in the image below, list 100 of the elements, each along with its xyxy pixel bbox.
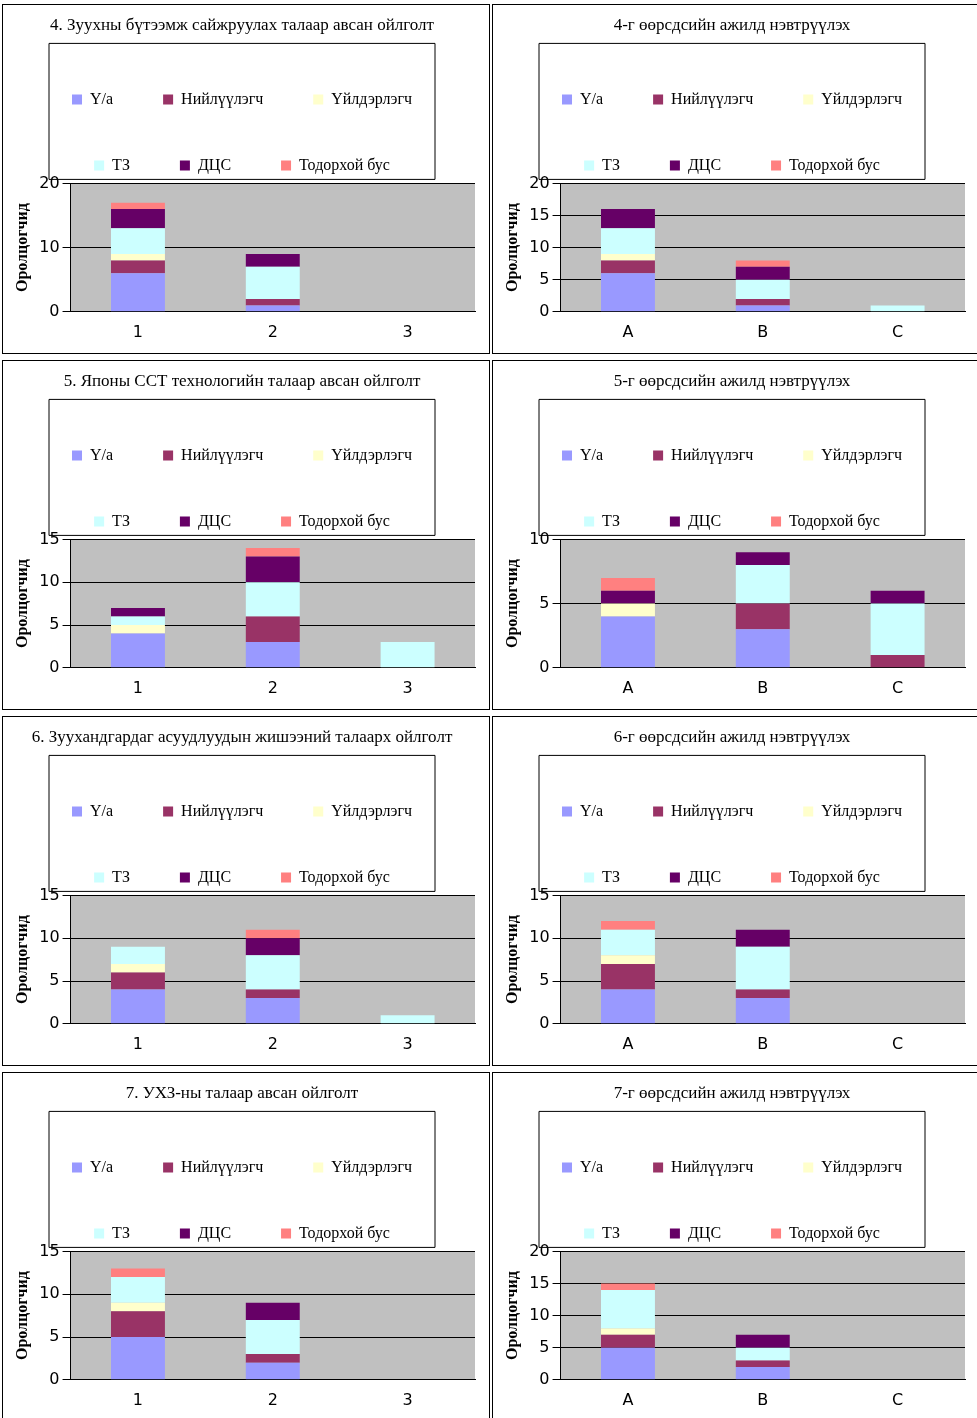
bar — [735, 998, 790, 1024]
x-tick-label: 1 — [132, 321, 144, 341]
bar — [111, 202, 165, 210]
legend-label: Y/a — [90, 89, 114, 107]
y-tick-label: 5 — [539, 268, 550, 288]
legend-label: Тодорхой бус — [789, 867, 880, 886]
bar — [735, 279, 790, 299]
bar — [601, 603, 655, 617]
y-tick-label: 0 — [49, 1012, 60, 1032]
x-tick-label: 2 — [267, 1389, 278, 1409]
x-tick-label: C — [892, 1033, 904, 1053]
y-tick-label: 20 — [39, 172, 60, 192]
x-tick-label: B — [757, 1389, 769, 1409]
bar — [735, 298, 790, 306]
y-tick-label: 5 — [539, 1336, 550, 1356]
y-tick-label: 10 — [529, 236, 550, 256]
bar — [601, 1289, 655, 1329]
bar — [735, 266, 790, 280]
bar — [111, 1302, 165, 1312]
chart-title: 5. Японы ССТ технологийн талаар авсан ойлголт — [63, 370, 421, 390]
bar — [245, 1362, 300, 1380]
y-tick-label: 0 — [539, 656, 550, 676]
bar — [245, 1354, 300, 1363]
legend-label: ТЗ — [112, 1223, 130, 1241]
x-tick-label: 3 — [402, 321, 413, 341]
bar — [111, 1268, 165, 1278]
x-tick-label: B — [757, 677, 769, 697]
y-tick-label: 10 — [39, 927, 60, 947]
legend-label: Үйлдэрлэгч — [331, 445, 412, 464]
bar — [111, 254, 165, 261]
bar — [111, 625, 165, 634]
y-tick-label: 15 — [39, 528, 60, 548]
legend-label: Тодорхой бус — [789, 1223, 880, 1242]
x-tick-label: B — [757, 321, 769, 341]
bar — [245, 989, 300, 999]
bar — [735, 260, 790, 267]
legend-label: ДЦС — [197, 511, 232, 530]
bar — [111, 633, 165, 668]
bar — [111, 946, 165, 964]
y-axis-title: Оролцогчид — [12, 1271, 31, 1361]
legend-label: Тодорхой бус — [299, 1223, 390, 1242]
bar — [601, 1334, 655, 1348]
x-tick-label: 2 — [267, 1033, 278, 1053]
y-axis-title: Оролцогчид — [502, 915, 521, 1005]
bar — [870, 305, 925, 312]
legend-label: Y/a — [90, 1157, 114, 1175]
legend-label: Нийлүүлэгч — [671, 801, 754, 820]
legend-label: Y/a — [90, 801, 114, 819]
bar — [111, 1311, 165, 1337]
bar — [601, 260, 655, 274]
x-tick-label: 2 — [267, 321, 278, 341]
bar — [380, 1015, 435, 1024]
y-tick-label: 10 — [529, 528, 550, 548]
y-tick-label: 10 — [529, 927, 550, 947]
legend-label: Тодорхой бус — [789, 155, 880, 174]
y-axis-title: Оролцогчид — [12, 203, 31, 293]
bar — [245, 556, 300, 583]
bar — [601, 590, 655, 604]
legend-label: Тодорхой бус — [299, 867, 390, 886]
y-tick-label: 15 — [529, 204, 550, 224]
legend-label: ТЗ — [602, 867, 620, 885]
legend-label: Нийлүүлэгч — [671, 1157, 754, 1176]
legend-label: ДЦС — [197, 867, 232, 886]
bar — [245, 254, 300, 267]
bar — [245, 1319, 300, 1355]
x-tick-label: B — [757, 1033, 769, 1053]
x-tick-label: A — [622, 1033, 634, 1053]
chart-title: 6-г өөрсдсийн ажилд нэвтрүүлэх — [613, 726, 851, 746]
bar — [735, 552, 790, 566]
chart-title: 7. УХЗ-ны талаар авсан ойлголт — [125, 1082, 359, 1102]
bar — [245, 998, 300, 1024]
bar — [245, 305, 300, 312]
bar — [601, 273, 655, 312]
legend-label: ДЦС — [687, 511, 722, 530]
y-axis-title: Оролцогчид — [502, 559, 521, 649]
bar — [111, 963, 165, 973]
legend-label: Y/a — [580, 445, 604, 463]
bar — [245, 616, 300, 643]
legend-label: Y/a — [90, 445, 114, 463]
bar — [601, 963, 655, 990]
bar — [245, 547, 300, 557]
legend-label: Тодорхой бус — [299, 155, 390, 174]
legend-label: Үйлдэрлэгч — [331, 801, 412, 820]
y-tick-label: 0 — [539, 1368, 550, 1388]
legend-label: ТЗ — [602, 155, 620, 173]
y-tick-label: 0 — [49, 1368, 60, 1388]
legend-label: Y/a — [580, 801, 604, 819]
legend-label: ДЦС — [687, 867, 722, 886]
y-axis-title: Оролцогчид — [12, 559, 31, 649]
legend-label: Нийлүүлэгч — [671, 445, 754, 464]
legend-label: Нийлүүлэгч — [181, 1157, 264, 1176]
y-tick-label: 5 — [49, 970, 60, 990]
chart-title: 6. Зуухандгардаг асуудлуудын жишээний талаарх ойлголт — [31, 726, 453, 746]
y-axis-title: Оролцогчид — [12, 915, 31, 1005]
y-tick-label: 10 — [39, 1283, 60, 1303]
x-tick-label: C — [892, 1389, 904, 1409]
x-tick-label: 3 — [402, 1389, 413, 1409]
x-tick-label: 3 — [402, 677, 413, 697]
bar — [245, 582, 300, 617]
legend-label: ДЦС — [197, 1223, 232, 1242]
